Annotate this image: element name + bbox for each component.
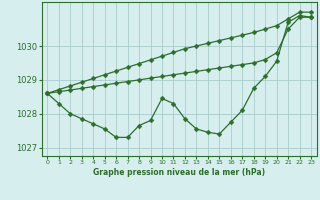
X-axis label: Graphe pression niveau de la mer (hPa): Graphe pression niveau de la mer (hPa) bbox=[93, 168, 265, 177]
